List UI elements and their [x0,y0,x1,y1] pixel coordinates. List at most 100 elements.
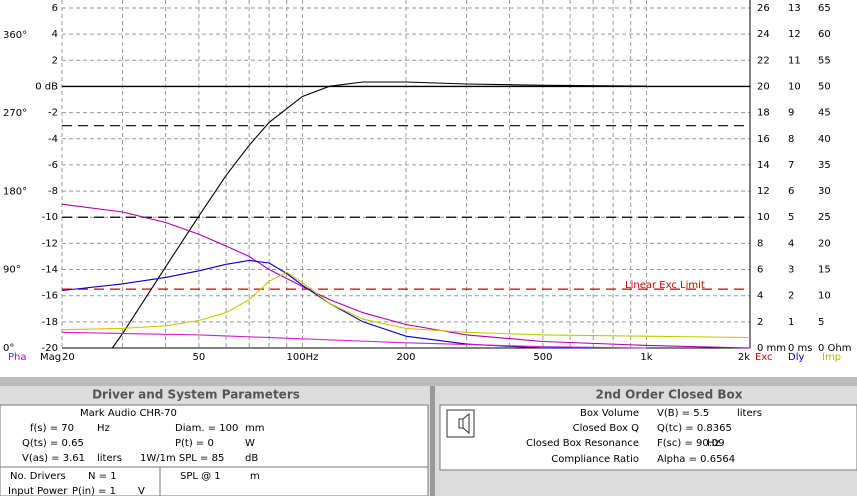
driver-box [0,404,429,468]
exc-tick-label: 22 [757,55,770,66]
panel-title: 2nd Order Closed Box [596,388,743,402]
imp-tick-label: 55 [818,55,831,66]
param-unit: liters [737,408,762,419]
exc-tick-label: 24 [757,29,770,40]
imp-tick-label: 40 [818,134,831,145]
y-tick-label: -12 [42,238,58,249]
imp-tick-label: 15 [818,265,831,276]
x-tick-label: 500 [533,352,552,363]
y-tick-label: -10 [42,212,58,223]
exc-tick-label: 2 [757,317,763,328]
param-label: Box Volume [580,408,639,419]
dly-tick-label: 3 [788,265,794,276]
imp-tick-label: 30 [818,186,831,197]
axis-name: Imp [822,352,841,363]
spl-box [159,466,429,497]
dly-tick-label: 11 [788,55,801,66]
imp-tick-label: 50 [818,81,831,92]
dly-tick-label: 5 [788,212,794,223]
imp-tick-label: 45 [818,108,831,119]
y-tick-label: -20 [42,343,58,354]
x-tick-label: 100Hz [287,352,319,363]
phase-tick-label: 270° [3,108,27,119]
imp-tick-label: 5 [818,317,824,328]
dly-tick-label: 2 [788,291,794,302]
imp-tick-label: 25 [818,212,831,223]
panel-divider [430,386,435,496]
box-params [439,404,857,471]
x-tick-label: 2k [738,352,750,363]
imp-tick-label: 35 [818,160,831,171]
field: f(s) = 70 [30,423,74,434]
exc-tick-label: 16 [757,134,770,145]
imp-tick-label: 60 [818,29,831,40]
y-tick-label: -2 [48,108,58,119]
curve [61,271,751,339]
axis-name: Dly [788,352,804,363]
field: Q(ts) = 0.65 [22,438,84,449]
exc-tick-label: 4 [757,291,763,302]
field: V(as) = 3.61 [22,453,85,464]
phase-tick-label: 90° [3,265,21,276]
field: V [138,486,145,496]
x-tick-label: 50 [193,352,206,363]
y-tick-label: 6 [52,3,58,14]
param-value: Q(tc) = 0.8365 [657,423,732,434]
field: liters [97,453,122,464]
dly-tick-label: 10 [788,81,801,92]
param-label: Closed Box Resonance [526,438,639,449]
axis-name: Pha [8,352,27,363]
y-tick-label: 4 [52,29,58,40]
curve [111,81,647,349]
field: P(in) = 1 [72,486,116,496]
y-tick-label: 2 [52,55,58,66]
param-unit: Hz [707,438,720,449]
phase-tick-label: 0° [3,343,14,354]
dly-tick-label: 9 [788,108,794,119]
imp-tick-label: 10 [818,291,831,302]
field: SPL @ 1 [180,471,221,482]
field: Input Power [8,486,68,496]
imp-tick-label: 20 [818,238,831,249]
y-tick-label: 0 dB [35,81,58,92]
field: W [245,438,255,449]
field: Hz [97,423,110,434]
dly-tick-label: 0 ms [788,343,813,354]
param-value: F(sc) = 90.09 [657,438,725,449]
y-tick-label: -14 [42,265,58,276]
imp-tick-label: 65 [818,3,831,14]
dly-tick-label: 8 [788,134,794,145]
y-tick-label: -4 [48,134,58,145]
field: P(t) = 0 [175,438,214,449]
field: 1W/1m SPL = 85 [140,453,224,464]
curve [61,331,647,349]
field: dB [245,453,258,464]
imp-tick-label: 0 Ohm [818,343,852,354]
x-tick-label: 20 [62,352,75,363]
exc-tick-label: 0 mm [757,343,786,354]
exc-tick-label: 14 [757,160,770,171]
exc-tick-label: 26 [757,3,770,14]
axis-name: Mag [40,352,61,363]
exc-tick-label: 12 [757,186,770,197]
param-value: V(B) = 5.5 [657,408,709,419]
field: No. Drivers [10,471,66,482]
dly-tick-label: 13 [788,3,801,14]
exc-tick-label: 20 [757,81,770,92]
dly-tick-label: 7 [788,160,794,171]
axis-name: Exc [755,352,773,363]
curve [61,203,751,349]
field: m [250,471,260,482]
speaker-icon [446,409,475,438]
y-tick-label: -16 [42,291,58,302]
field: mm [245,423,264,434]
x-tick-label: 1k [640,352,652,363]
field: N = 1 [88,471,117,482]
param-value: Alpha = 0.6564 [657,454,735,465]
splitter[interactable] [0,377,857,386]
reference-label: Linear Exc Limit [625,280,705,291]
panel-title: Driver and System Parameters [92,388,300,402]
dly-tick-label: 6 [788,186,794,197]
phase-tick-label: 180° [3,186,27,197]
